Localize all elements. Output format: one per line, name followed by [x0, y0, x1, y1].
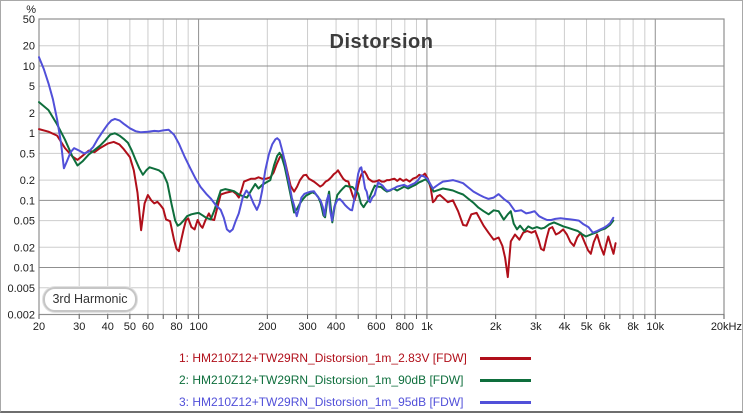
- x-axis-labels: 20 30 40 50 60 80 100 200 300 400 600 800 1k 2k 3k 4k 5k…: [33, 321, 742, 333]
- svg-text:40: 40: [102, 321, 114, 333]
- harmonic-order-badge: 3rd Harmonic: [43, 287, 137, 312]
- svg-text:50: 50: [23, 14, 35, 26]
- svg-text:5k: 5k: [581, 321, 593, 333]
- curve-series-2[interactable]: [38, 101, 615, 238]
- svg-text:600: 600: [367, 321, 385, 333]
- grid: [38, 18, 725, 315]
- svg-text:10k: 10k: [646, 321, 664, 333]
- legend-label: 3: HM210Z12+TW29RN_Distorsion_1m_95dB [F…: [179, 395, 464, 409]
- legend-entry-2[interactable]: 2: HM210Z12+TW29RN_Distorsion_1m_90dB [F…: [179, 369, 531, 391]
- legend-entry-3[interactable]: 3: HM210Z12+TW29RN_Distorsion_1m_95dB [F…: [179, 391, 531, 411]
- legend-entry-1[interactable]: 1: HM210Z12+TW29RN_Distorsion_1m_2.83V […: [179, 347, 531, 369]
- svg-text:400: 400: [327, 321, 345, 333]
- svg-text:0.1: 0.1: [20, 195, 35, 207]
- svg-text:3k: 3k: [530, 321, 542, 333]
- svg-text:50: 50: [124, 321, 136, 333]
- legend-line-swatch: [480, 378, 531, 382]
- svg-text:2: 2: [29, 108, 35, 120]
- svg-text:80: 80: [170, 321, 182, 333]
- svg-text:200: 200: [258, 321, 276, 333]
- svg-text:30: 30: [73, 321, 85, 333]
- curve-series-3[interactable]: [38, 56, 615, 234]
- svg-text:300: 300: [298, 321, 316, 333]
- chart-title: Distorsion: [329, 31, 434, 53]
- plot-border: [38, 18, 725, 316]
- svg-text:0.02: 0.02: [14, 242, 35, 254]
- x-axis-ticks: [38, 314, 725, 319]
- svg-text:20: 20: [23, 41, 35, 53]
- svg-text:0.5: 0.5: [20, 148, 35, 160]
- svg-text:60: 60: [142, 321, 154, 333]
- svg-text:20: 20: [33, 321, 45, 333]
- svg-text:100: 100: [189, 321, 207, 333]
- y-axis-labels: 50 20 10 5 2 1 0.5 0.2 0.1 0.05 0.02 0.01 0.005 0.002…: [7, 4, 36, 322]
- legend-label: 2: HM210Z12+TW29RN_Distorsion_1m_90dB [F…: [179, 373, 464, 387]
- svg-text:1k: 1k: [421, 321, 433, 333]
- legend-label: 1: HM210Z12+TW29RN_Distorsion_1m_2.83V […: [179, 351, 467, 365]
- legend: 1: HM210Z12+TW29RN_Distorsion_1m_2.83V […: [179, 347, 531, 411]
- svg-text:10: 10: [23, 61, 35, 73]
- svg-text:4k: 4k: [559, 321, 571, 333]
- svg-text:800: 800: [396, 321, 414, 333]
- svg-text:2k: 2k: [490, 321, 502, 333]
- svg-text:0.01: 0.01: [14, 263, 35, 275]
- curve-series-1[interactable]: [38, 128, 617, 279]
- svg-text:0.05: 0.05: [14, 216, 35, 228]
- svg-text:0.002: 0.002: [7, 310, 35, 322]
- svg-text:6k: 6k: [599, 321, 611, 333]
- svg-text:0.2: 0.2: [20, 175, 35, 187]
- svg-text:0.005: 0.005: [7, 283, 35, 295]
- y-axis-unit: %: [26, 4, 36, 16]
- legend-line-swatch: [480, 356, 531, 360]
- legend-line-swatch: [480, 400, 531, 404]
- svg-text:5: 5: [29, 81, 35, 93]
- svg-text:20kHz: 20kHz: [711, 321, 742, 333]
- svg-text:8k: 8k: [627, 321, 639, 333]
- svg-text:1: 1: [29, 128, 35, 140]
